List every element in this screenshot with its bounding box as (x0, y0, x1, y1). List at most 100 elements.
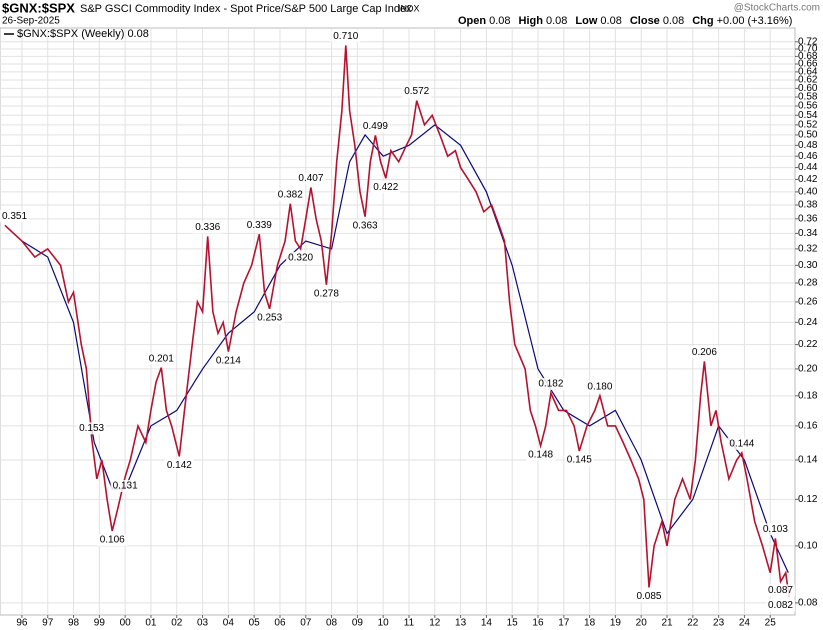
y-tick-label: 0.16 (798, 421, 818, 432)
y-tick-label: 0.20 (798, 364, 818, 375)
annotation-box (760, 523, 790, 536)
annotation-box (526, 448, 556, 461)
annotation: 0.320 (288, 253, 313, 264)
annotation-box (77, 422, 107, 435)
annotation-box (255, 311, 285, 324)
x-tick-label: 05 (249, 618, 261, 629)
x-tick-label: 10 (378, 618, 390, 629)
price-line (21, 124, 789, 574)
annotation-box (275, 188, 305, 201)
annotation-box (97, 534, 127, 547)
annotation: 0.145 (567, 455, 592, 466)
annotation: 0.710 (333, 31, 358, 42)
annotation: 0.106 (100, 535, 125, 546)
annotation-box (213, 354, 243, 367)
annotation: 0.201 (149, 353, 174, 364)
quote-value: 0.08 (663, 15, 684, 27)
y-tick-label: 0.40 (798, 187, 818, 198)
annotation: 0.572 (404, 86, 429, 97)
annotation-box (536, 378, 566, 391)
y-tick-label: 0.70 (798, 44, 818, 55)
annotation: 0.363 (353, 220, 378, 231)
x-tick-label: 14 (481, 618, 493, 629)
quote-value: 0.08 (546, 15, 567, 27)
x-tick-label: 03 (197, 618, 209, 629)
x-tick-label: 06 (274, 618, 286, 629)
x-tick-label: 17 (558, 618, 570, 629)
x-tick-label: 21 (661, 618, 673, 629)
y-tick-label: 0.52 (798, 120, 818, 131)
annotation-box (634, 590, 664, 603)
x-tick-label: 12 (429, 618, 441, 629)
y-tick-label: 0.56 (798, 101, 818, 112)
annotation-box (244, 219, 274, 232)
date: 26-Sep-2025 (2, 16, 60, 27)
annotation-box (350, 219, 380, 232)
annotation: 0.407 (298, 173, 323, 184)
y-tick-label: 0.36 (798, 213, 818, 224)
annotation: 0.180 (587, 381, 612, 392)
annotation: 0.336 (195, 222, 220, 233)
y-tick-label: 0.54 (798, 110, 818, 121)
annotation-box (286, 251, 316, 264)
x-tick-label: 01 (145, 618, 157, 629)
y-tick-label: 0.28 (798, 278, 818, 289)
annotation-box (331, 30, 361, 43)
annotation: 0.103 (763, 524, 788, 535)
annotation: 0.351 (2, 211, 27, 222)
x-tick-label: 07 (300, 618, 312, 629)
annotation-box (146, 352, 176, 365)
x-tick-label: 97 (42, 618, 54, 629)
x-tick-label: 20 (636, 618, 648, 629)
x-tick-label: 13 (455, 618, 467, 629)
y-tick-label: 0.66 (798, 59, 818, 70)
x-tick-label: 11 (404, 618, 415, 629)
y-tick-label: 0.24 (798, 317, 818, 328)
y-tick-label: 0.14 (798, 455, 818, 466)
annotation: 0.082 (768, 600, 793, 611)
legend-label: $GNX:$SPX (Weekly) 0.08 (17, 28, 149, 40)
quote-label: Open (458, 15, 486, 27)
y-tick-label: 0.38 (798, 200, 818, 211)
price-line (4, 45, 790, 597)
annotation-box (765, 584, 795, 597)
y-tick-label: 0.48 (798, 140, 818, 151)
y-tick-label: 0.72 (798, 36, 818, 47)
annotation-box (564, 454, 594, 467)
quote: Open 0.08 High 0.08 Low 0.08 Close 0.08 Chg +0.00… (458, 15, 792, 27)
y-tick-label: 0.44 (798, 162, 818, 173)
y-tick-label: 0.58 (798, 92, 818, 103)
annotation: 0.153 (79, 423, 104, 434)
y-tick-label: 0.68 (798, 51, 818, 62)
x-tick-label: 16 (532, 618, 544, 629)
annotation: 0.182 (538, 379, 563, 390)
x-tick-label: 25 (765, 618, 777, 629)
x-tick-label: 23 (713, 618, 725, 629)
y-tick-label: 0.62 (798, 75, 818, 86)
x-tick-label: 98 (68, 618, 80, 629)
annotation: 0.087 (768, 585, 793, 596)
annotation: 0.499 (363, 121, 388, 132)
y-tick-label: 0.10 (798, 541, 818, 552)
annotation-box (371, 181, 401, 194)
annotation: 0.206 (692, 347, 717, 358)
y-tick-label: 0.42 (798, 174, 818, 185)
annotation: 0.339 (247, 220, 272, 231)
annotation: 0.142 (167, 460, 192, 471)
annotation: 0.214 (216, 355, 241, 366)
quote-label: High (519, 15, 544, 27)
x-tick-label: 22 (687, 618, 699, 629)
y-tick-label: 0.22 (798, 339, 818, 350)
quote-label: Low (575, 15, 597, 27)
annotation-box (360, 120, 390, 133)
x-tick-label: 09 (352, 618, 364, 629)
y-tick-label: 0.08 (798, 598, 818, 609)
y-tick-label: 0.12 (798, 494, 818, 505)
annotation-box (765, 599, 795, 612)
y-tick-label: 0.18 (798, 390, 818, 401)
x-tick-label: 02 (171, 618, 183, 629)
annotation: 0.253 (257, 313, 282, 324)
x-tick-label: 04 (223, 618, 235, 629)
